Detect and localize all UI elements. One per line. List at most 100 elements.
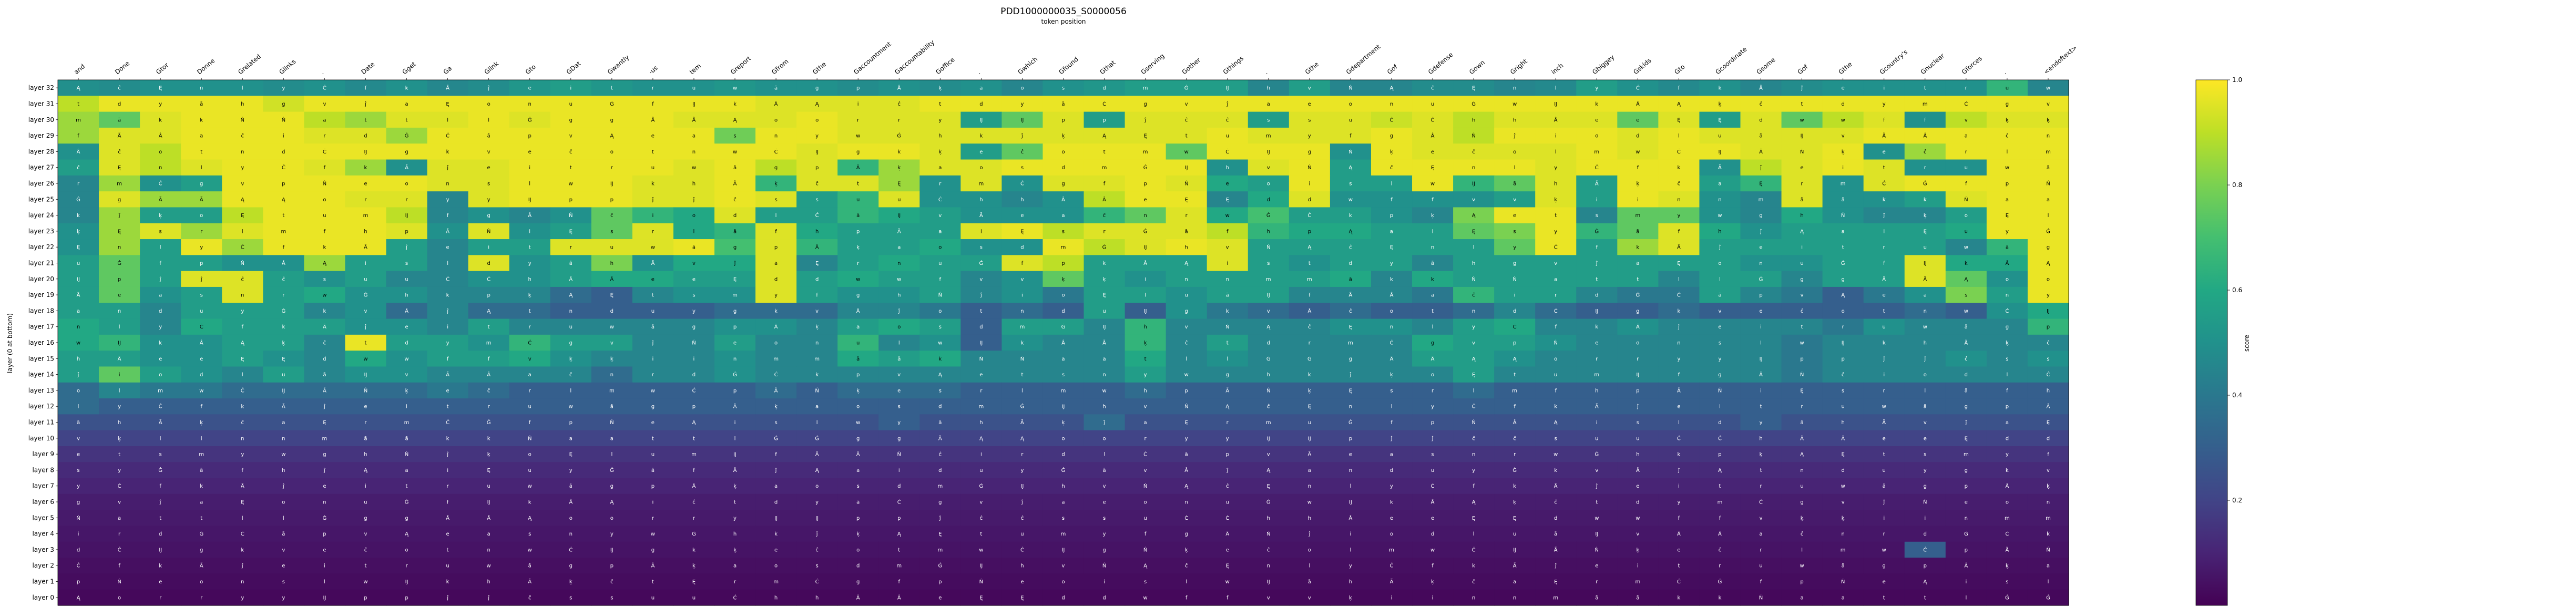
heatmap-cell-glyph: r	[1637, 356, 1639, 362]
heatmap-cell	[345, 398, 387, 415]
heatmap-cell-glyph: p	[1759, 293, 1762, 299]
heatmap-cell	[345, 223, 387, 240]
heatmap-cell-glyph: Ĳ	[979, 563, 983, 569]
heatmap-cell-glyph: s	[569, 595, 572, 601]
heatmap-cell-glyph: d	[979, 101, 983, 107]
heatmap-cell-glyph: ĵ	[1965, 419, 1967, 426]
heatmap-cell	[1371, 510, 1413, 527]
heatmap-cell-glyph: f	[1473, 483, 1475, 489]
heatmap-cell-glyph: g	[2047, 245, 2050, 251]
heatmap-cell-glyph: k	[1103, 261, 1106, 266]
heatmap-cell-glyph: t	[1637, 276, 1639, 282]
heatmap-cell-glyph: ā	[569, 483, 573, 489]
heatmap-cell	[99, 526, 140, 542]
heatmap-cell	[1494, 558, 1536, 574]
heatmap-cell	[673, 286, 715, 303]
heatmap-cell-glyph: u	[651, 595, 655, 601]
heatmap-cell	[632, 191, 674, 208]
heatmap-cell	[1740, 541, 1782, 558]
heatmap-cell-glyph: f	[1185, 595, 1188, 601]
heatmap-cell-glyph: Ę	[1143, 133, 1147, 139]
heatmap-cell-glyph: h	[1226, 165, 1229, 171]
heatmap-cell-glyph: h	[815, 595, 819, 601]
heatmap-cell-glyph: Ę	[241, 356, 244, 362]
x-tick-label: Gcoordinate	[1714, 45, 1748, 76]
heatmap-cell	[386, 207, 428, 224]
heatmap-cell	[1083, 318, 1126, 335]
heatmap-cell	[1945, 493, 1987, 510]
heatmap-cell-glyph: a	[897, 245, 901, 251]
x-tick-labels: and Done Gtor Donne Grelated Glinks. Date Gget G…	[73, 38, 2078, 80]
heatmap-cell	[632, 127, 674, 144]
heatmap-cell-glyph: p	[1308, 229, 1311, 234]
heatmap-cell-glyph: Ę	[77, 245, 80, 251]
heatmap-cell	[1740, 111, 1782, 128]
heatmap-cell	[1535, 398, 1577, 415]
heatmap-cell-glyph: m	[773, 579, 779, 585]
heatmap-cell	[673, 398, 715, 415]
heatmap-cell	[58, 318, 99, 335]
heatmap-cell-glyph: ĵ	[1514, 133, 1516, 139]
heatmap-cell-glyph: y	[241, 452, 244, 458]
heatmap-cell	[1945, 526, 1987, 542]
heatmap-cell-glyph: ā	[364, 436, 367, 441]
heatmap-cell	[673, 159, 715, 176]
heatmap-cell-glyph: n	[1924, 308, 1927, 314]
heatmap-cell	[1289, 127, 1331, 144]
heatmap-cell-glyph: d	[938, 468, 942, 474]
heatmap-cell	[1617, 510, 1659, 527]
heatmap-cell	[58, 303, 99, 320]
heatmap-cell-glyph: l	[1432, 324, 1434, 330]
heatmap-cell	[468, 318, 510, 335]
heatmap-cell	[1289, 510, 1331, 527]
x-tick-label: Glinks	[278, 58, 297, 76]
heatmap-cell-glyph: Ę	[979, 595, 983, 601]
heatmap-cell	[1083, 446, 1126, 462]
heatmap-cell-glyph: Ą	[1266, 468, 1271, 474]
heatmap-cell	[1740, 255, 1782, 272]
heatmap-cell-glyph: n	[1513, 595, 1516, 601]
heatmap-cell	[2027, 159, 2069, 176]
heatmap-cell-glyph: v	[77, 436, 80, 441]
heatmap-cell	[1535, 223, 1577, 240]
heatmap-cell-glyph: Â	[1431, 132, 1435, 139]
heatmap-cell-glyph: s	[939, 388, 942, 394]
heatmap-cell	[919, 351, 961, 367]
heatmap-cell-glyph: w	[404, 356, 408, 362]
heatmap-cell	[1207, 382, 1249, 399]
heatmap-cell-glyph: v	[487, 149, 490, 155]
heatmap-cell	[58, 143, 99, 160]
heatmap-cell	[1042, 223, 1085, 240]
heatmap-cell	[1289, 286, 1331, 303]
heatmap-cell-glyph: r	[405, 563, 408, 569]
heatmap-cell	[1371, 366, 1413, 383]
heatmap-cell	[960, 127, 1003, 144]
heatmap-cell	[181, 127, 222, 144]
heatmap-cell-glyph: k	[651, 181, 655, 187]
heatmap-cell-glyph: Ą	[241, 197, 245, 203]
heatmap-cell	[1617, 80, 1659, 96]
heatmap-cell	[837, 159, 879, 176]
heatmap-cell-glyph: h	[1143, 388, 1147, 394]
heatmap-cell	[263, 80, 304, 96]
heatmap-cell-glyph: l	[447, 117, 448, 123]
heatmap-cell-glyph: g	[1349, 356, 1352, 362]
heatmap-cell-glyph: w	[856, 133, 860, 139]
heatmap-cell-glyph: d	[856, 563, 860, 569]
heatmap-cell-glyph: i	[1760, 324, 1762, 330]
heatmap-cell	[632, 111, 674, 128]
heatmap-cell-glyph: i	[283, 133, 284, 139]
heatmap-cell	[58, 111, 99, 128]
heatmap-cell	[468, 366, 510, 383]
heatmap-cell	[1248, 286, 1290, 303]
heatmap-cell-glyph: y	[118, 468, 121, 474]
heatmap-cell-glyph: Ę	[1472, 229, 1475, 234]
heatmap-cell-glyph: y	[528, 261, 531, 266]
heatmap-cell-glyph: v	[1144, 404, 1147, 410]
heatmap-cell-glyph: f	[1719, 516, 1721, 521]
heatmap-cell	[550, 127, 592, 144]
heatmap-cell	[509, 111, 551, 128]
heatmap-cell	[1699, 191, 1741, 208]
heatmap-cell	[468, 271, 510, 287]
heatmap-cell-glyph: ķ	[159, 213, 162, 219]
